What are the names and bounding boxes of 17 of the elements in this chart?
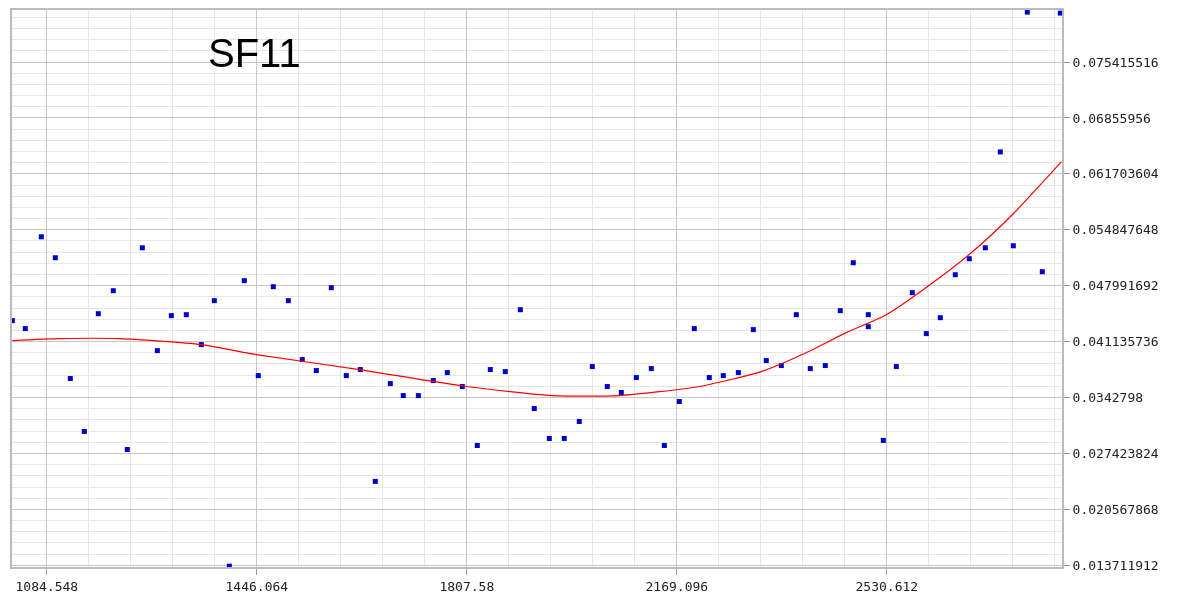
y-tick-label: 0.027423824	[1072, 446, 1159, 461]
y-tick-label: 0.054847648	[1072, 222, 1159, 238]
x-tick-label: 1807.58	[439, 578, 495, 594]
y-tick-label: 0.041135736	[1072, 334, 1159, 350]
y-tick-label: 0.075415516	[1072, 54, 1159, 70]
line-series	[12, 161, 1062, 397]
x-tick-label: 2530.612	[855, 578, 919, 594]
y-tick-label: 0.020567868	[1072, 501, 1159, 517]
y-tick-label: 0.061703604	[1072, 166, 1159, 182]
text: SF11	[208, 31, 301, 75]
x-tick-label: 1446.064	[225, 578, 289, 594]
x-tick-label: 1084.548	[15, 578, 79, 594]
y-tick-label: 0.047991692	[1072, 278, 1159, 294]
y-tick-label: 0.0342798	[1072, 390, 1144, 406]
y-tick-label: 0.06855956	[1072, 110, 1151, 126]
x-tick-label: 2169.096	[645, 578, 709, 594]
y-tick-label: 0.013711912	[1072, 557, 1159, 573]
